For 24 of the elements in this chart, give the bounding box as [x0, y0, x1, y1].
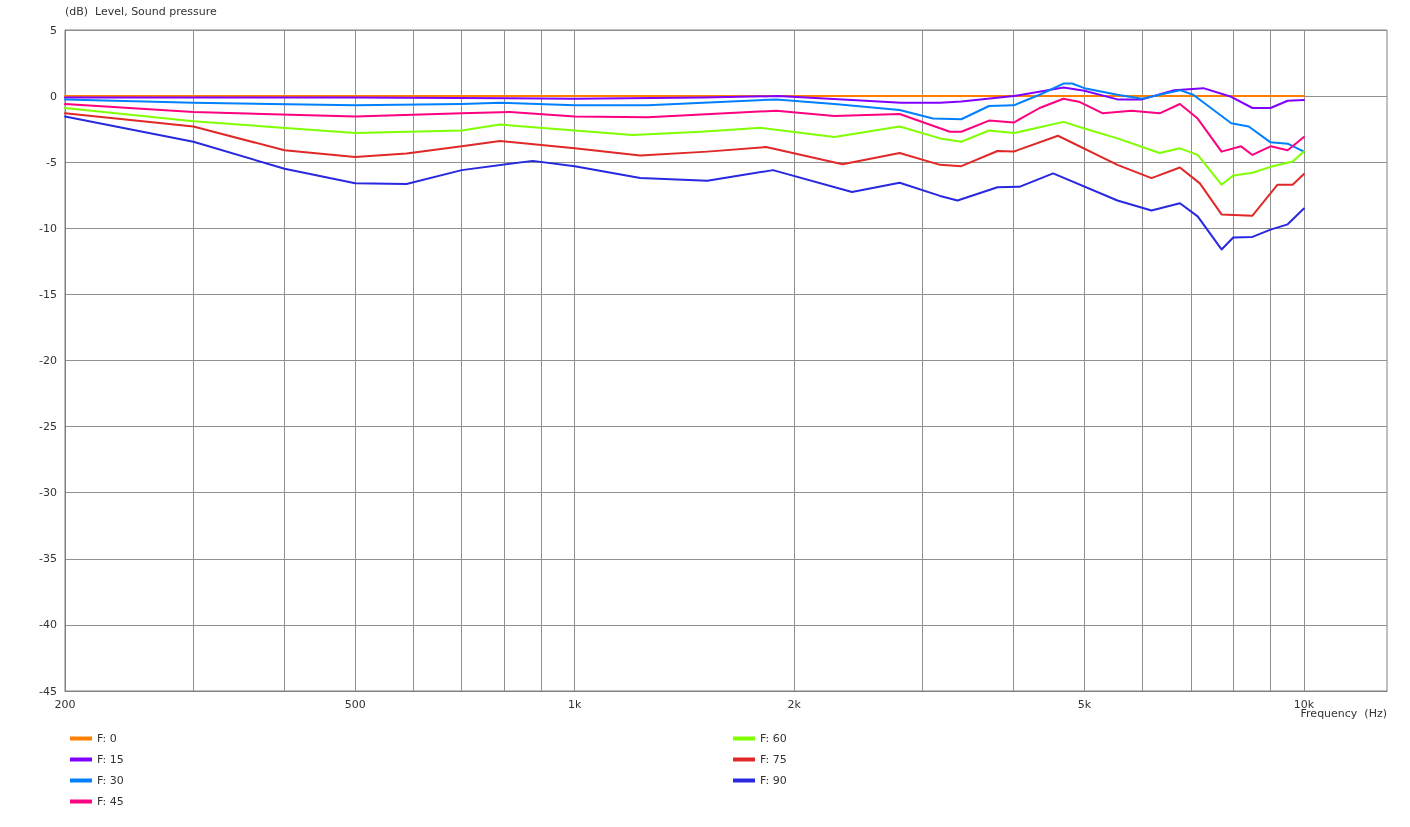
- y-tick-label: -5: [46, 155, 57, 169]
- legend-label: F: 45: [97, 795, 124, 808]
- y-tick-label: -45: [39, 684, 57, 698]
- legend-label: F: 90: [760, 774, 787, 787]
- y-tick-label: -30: [39, 486, 57, 500]
- y-tick-label: 5: [50, 23, 57, 37]
- x-tick-label: 1k: [568, 698, 583, 711]
- y-tick-label: -20: [39, 354, 57, 367]
- y-tick-label: 0: [50, 89, 57, 103]
- legend-label: F: 60: [760, 732, 787, 745]
- y-tick-label: -10: [39, 221, 57, 235]
- legend-label: F: 15: [97, 753, 124, 766]
- legend-label: F: 75: [760, 753, 787, 766]
- y-axis-title: (dB) Level, Sound pressure: [65, 5, 218, 18]
- x-tick-label: 2k: [787, 698, 802, 711]
- x-tick-label: 5k: [1077, 698, 1092, 711]
- x-tick-label: 200: [54, 698, 76, 711]
- y-tick-label: -40: [39, 618, 57, 632]
- y-tick-label: -25: [39, 420, 57, 434]
- legend-label: F: 30: [97, 774, 124, 787]
- y-tick-label: -15: [39, 287, 57, 301]
- legend-label: F: 0: [97, 732, 117, 745]
- x-tick-label: 500: [344, 698, 366, 711]
- y-tick-label: -35: [39, 552, 57, 566]
